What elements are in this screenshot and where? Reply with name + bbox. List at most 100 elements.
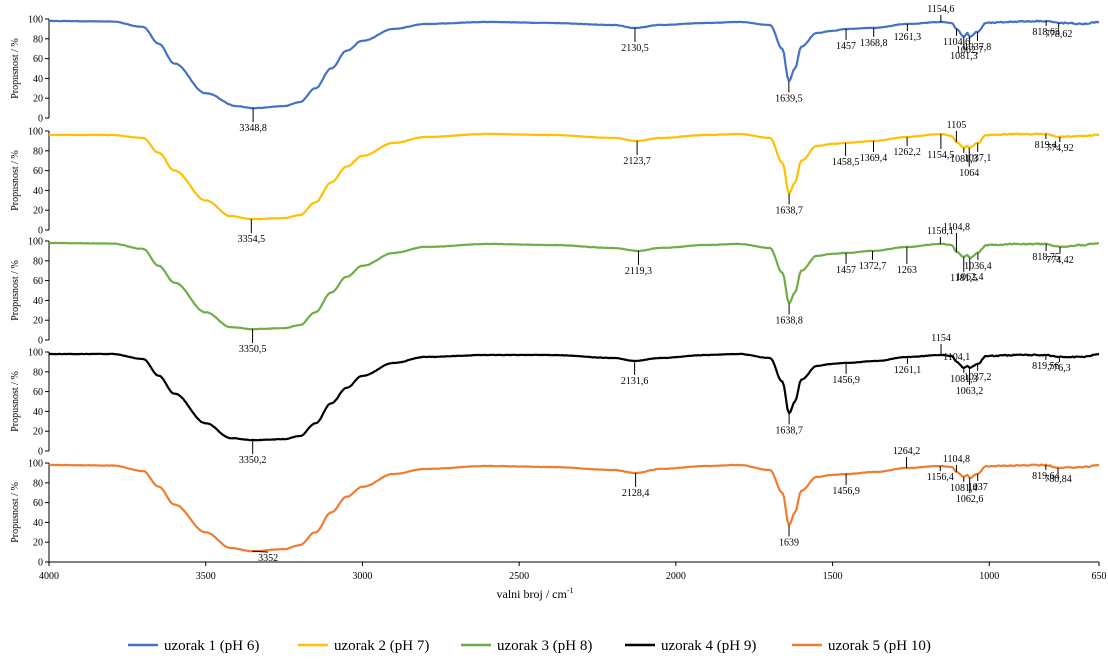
y-tick-label: 20: [33, 94, 43, 105]
peak-leader: [252, 550, 269, 553]
peak-label: 819,56: [1032, 361, 1060, 372]
x-axis-label: valni broj / cm-1: [497, 586, 574, 601]
peak-label: 3348,8: [239, 123, 267, 134]
peak-label: 1262,2: [893, 147, 921, 158]
peak-label: 1156,4: [927, 472, 954, 483]
peak-label: 1154,6: [927, 4, 954, 15]
series-line-4: [48, 352, 1100, 442]
peak-label: 1037,1: [964, 153, 992, 164]
legend: uzorak 1 (pH 6) uzorak 2 (pH 7) uzorak 3 (…: [128, 638, 931, 654]
panel-2: 0 20 40 60 80 100 Propusnost / % 3354,5 2123,7 16…: [10, 120, 1100, 245]
peak-label: 1456,9: [832, 375, 860, 386]
peak-label: 1036,4: [964, 261, 992, 272]
peak-label: 1368,8: [860, 38, 888, 49]
peak-label: 2123,7: [623, 156, 651, 167]
peak-label: 1104,8: [943, 454, 970, 465]
peak-label: 3350,2: [239, 455, 267, 466]
y-tick-label: 20: [33, 316, 43, 327]
y-axis-label: Propusnost / %: [10, 150, 21, 211]
series-line-3: [48, 241, 1100, 331]
x-tick-label: 2500: [509, 571, 529, 582]
legend-label-2: uzorak 2 (pH 7): [334, 638, 429, 654]
peak-label: 1154: [931, 333, 951, 344]
peak-label: 1457: [836, 265, 856, 276]
peak-label: 1638,7: [775, 425, 803, 436]
y-tick-label: 100: [28, 459, 43, 470]
peak-label: 1156,1: [927, 226, 954, 237]
panel-1: 0 20 40 60 80 100 Propusnost / % 3348,8 2130,5 16…: [10, 4, 1100, 134]
peak-label: 1638,7: [775, 205, 803, 216]
x-axis: 4000 3500 3000 2500 2000 1500 1000 650: [39, 561, 1107, 582]
y-tick-label: 0: [38, 336, 43, 347]
y-axis-label: Propusnost / %: [10, 482, 21, 543]
y-tick-label: 0: [38, 114, 43, 125]
peak-label: 1062,7: [956, 45, 984, 56]
peak-label: 3350,5: [239, 344, 267, 355]
peak-label: 819,64: [1032, 471, 1060, 482]
peak-label: 1081,3: [950, 51, 978, 62]
peak-label: 1456,9: [832, 486, 860, 497]
peak-label: 1457: [836, 41, 856, 52]
y-axis-label: Propusnost / %: [10, 260, 21, 321]
peak-label: 1105: [947, 120, 967, 131]
y-tick-label: 100: [28, 15, 43, 26]
legend-label-3: uzorak 3 (pH 8): [497, 638, 592, 654]
legend-label-5: uzorak 5 (pH 10): [828, 638, 931, 654]
peak-label: 818,63: [1032, 27, 1060, 38]
y-tick-label: 100: [28, 348, 43, 359]
peak-label: 1037,2: [964, 372, 992, 383]
peak-label: 1081,4: [950, 483, 978, 494]
peak-label: 1261,3: [894, 32, 922, 43]
peak-label: 1104,1: [943, 352, 970, 363]
y-tick-label: 20: [33, 538, 43, 549]
y-tick-label: 40: [33, 186, 43, 197]
peak-label: 2131,6: [621, 376, 649, 387]
peak-label: 2130,5: [621, 43, 649, 54]
peak-label: 1181,5: [950, 273, 977, 284]
x-tick-label: 2000: [666, 571, 686, 582]
x-tick-label: 1000: [979, 571, 999, 582]
y-tick-label: 60: [33, 54, 43, 65]
peak-label: 1062,6: [956, 494, 984, 505]
x-tick-label: 650: [1092, 571, 1107, 582]
peak-label: 1104,6: [943, 37, 970, 48]
y-tick-label: 40: [33, 74, 43, 85]
peak-label: 2119,3: [625, 266, 652, 277]
y-tick-label: 40: [33, 296, 43, 307]
peak-label: 1062,4: [956, 272, 984, 283]
y-tick-label: 60: [33, 166, 43, 177]
y-tick-label: 80: [33, 478, 43, 489]
y-tick-label: 80: [33, 256, 43, 267]
peak-label: 1372,7: [859, 261, 887, 272]
y-tick-label: 0: [38, 558, 43, 569]
peak-label: 1639,5: [775, 93, 803, 104]
peak-label: 776,3: [1048, 363, 1071, 374]
peak-label: 1081,3: [950, 154, 978, 165]
panel-4: 0 20 40 60 80 100 Propusnost / % 3350,2 2131,6 16…: [10, 333, 1100, 466]
peak-label: 1263: [897, 265, 917, 276]
series-line-1: [48, 19, 1100, 110]
peak-label: 1037: [968, 482, 988, 493]
series-line-2: [49, 132, 1100, 221]
x-tick-label: 1500: [823, 571, 843, 582]
y-tick-label: 100: [28, 237, 43, 248]
y-tick-label: 60: [33, 498, 43, 509]
y-tick-label: 20: [33, 206, 43, 217]
x-tick-label: 3000: [352, 571, 372, 582]
peak-label: 780,84: [1044, 474, 1072, 485]
peak-label: 1261,1: [894, 365, 922, 376]
y-tick-label: 80: [33, 34, 43, 45]
peak-label: 774,42: [1046, 255, 1074, 266]
peak-label: 2128,4: [622, 488, 650, 499]
panel-3: 0 20 40 60 80 100 Propusnost / % 3350,5 2119,3 16…: [10, 222, 1100, 355]
x-tick-label: 4000: [39, 571, 59, 582]
panel-5: 0 20 40 60 80 100 Propusnost / % 3352 2128,4 1639…: [10, 446, 1100, 569]
y-tick-label: 60: [33, 276, 43, 287]
y-tick-label: 80: [33, 146, 43, 157]
legend-label-4: uzorak 4 (pH 9): [661, 638, 756, 654]
peak-label: 1154,5: [927, 150, 954, 161]
series-line-5: [48, 463, 1100, 553]
y-tick-label: 80: [33, 367, 43, 378]
panels: 0 20 40 60 80 100 Propusnost / % 3348,8 2130,5 16…: [10, 4, 1100, 569]
